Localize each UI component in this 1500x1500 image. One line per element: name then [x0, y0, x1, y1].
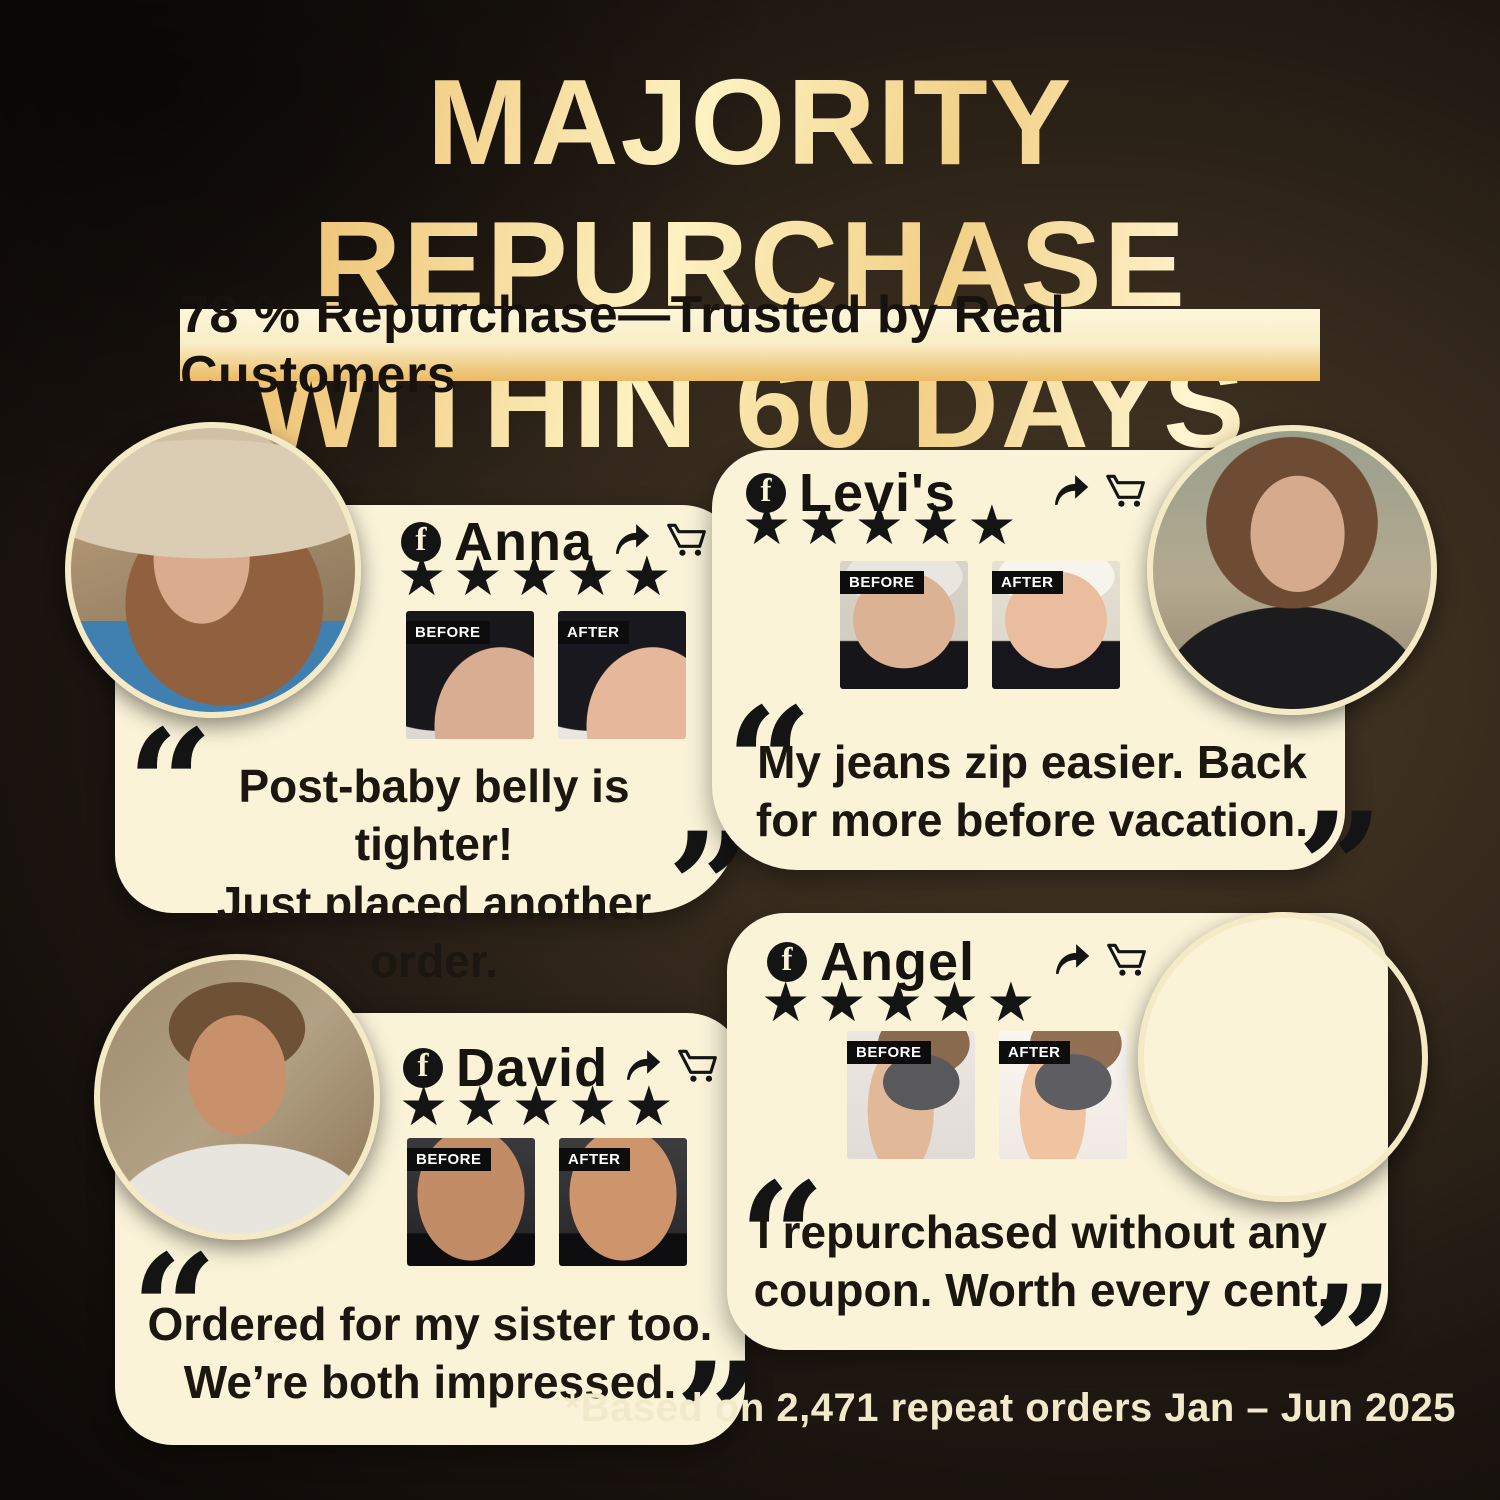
after-label: AFTER [558, 621, 629, 644]
testimonial-card-anna: f Anna ★★★★★ BEFORE AFTER “ Post-baby be… [115, 505, 753, 987]
after-label: AFTER [992, 571, 1063, 594]
after-photo: AFTER [558, 611, 686, 739]
testimonial-quote: My jeans zip easier. Back for more befor… [742, 733, 1322, 850]
avatar-levis [1147, 425, 1437, 715]
open-quote-mark: “ [131, 1222, 218, 1398]
quote-line-2: for more before vacation. [755, 794, 1309, 847]
quote-line-2: We’re both impressed. [183, 1356, 677, 1409]
after-label: AFTER [999, 1041, 1070, 1064]
footnote: *Based on 2,471 repeat orders Jan – Jun … [564, 1386, 1456, 1430]
reviewer-header: f Anna [401, 511, 593, 573]
close-quote-mark: ” [675, 1330, 762, 1500]
star-rating: ★★★★★ [742, 493, 1024, 557]
before-after-row: BEFORE AFTER [840, 561, 1120, 689]
facebook-icon: f [746, 473, 786, 513]
page-title: MAJORITY REPURCHASE WITHIN 60 DAYS [0, 52, 1500, 477]
cart-icon[interactable] [1106, 939, 1148, 979]
facebook-icon: f [403, 1048, 443, 1088]
facebook-letter: f [760, 472, 772, 509]
close-quote-mark: ” [1307, 1253, 1394, 1429]
before-photo: BEFORE [407, 1138, 535, 1266]
facebook-letter: f [415, 521, 427, 558]
testimonial-quote: I repurchased without any coupon. Worth … [742, 1203, 1342, 1320]
card-actions [620, 1045, 719, 1085]
card-actions [1049, 939, 1148, 979]
avatar-angel [1138, 912, 1428, 1202]
reviewer-name: Angel [820, 932, 976, 992]
quote-line-1: Post-baby belly is tighter! [238, 760, 630, 871]
before-label: BEFORE [406, 621, 490, 644]
card-actions [609, 519, 708, 559]
testimonial-quote: Post-baby belly is tighter! Just placed … [153, 757, 715, 991]
testimonial-quote: Ordered for my sister too. We’re both im… [145, 1295, 715, 1412]
repurchase-banner: 78 % Repurchase—Trusted by Real Customer… [180, 286, 1320, 404]
quote-line-2: coupon. Worth every cent. [753, 1264, 1331, 1317]
after-photo: AFTER [559, 1138, 687, 1266]
reviewer-name: David [456, 1038, 609, 1098]
after-photo: AFTER [992, 561, 1120, 689]
open-quote-mark: “ [127, 697, 214, 873]
facebook-icon: f [767, 942, 807, 982]
share-icon[interactable] [620, 1046, 662, 1084]
before-photo: BEFORE [847, 1031, 975, 1159]
facebook-icon: f [401, 522, 441, 562]
before-label: BEFORE [840, 571, 924, 594]
before-after-row: BEFORE AFTER [407, 1138, 687, 1266]
facebook-letter: f [417, 1047, 429, 1084]
share-icon[interactable] [609, 520, 651, 558]
star-rating: ★★★★★ [397, 544, 679, 608]
avatar-david [94, 954, 380, 1240]
before-after-row: BEFORE AFTER [406, 611, 686, 739]
cart-icon[interactable] [666, 519, 708, 559]
star-rating: ★★★★★ [399, 1074, 681, 1138]
avatar-anna [65, 422, 361, 718]
before-photo: BEFORE [840, 561, 968, 689]
before-label: BEFORE [407, 1148, 491, 1171]
reviewer-header: f Angel [767, 931, 975, 993]
reviewer-header: f David [403, 1037, 608, 1099]
banner-text: 78 % Repurchase—Trusted by Real Customer… [180, 286, 1066, 404]
facebook-letter: f [781, 941, 793, 978]
quote-line-2: Just placed another order. [216, 876, 652, 988]
quote-line-1: My jeans zip easier. Back [757, 736, 1307, 788]
open-quote-mark: “ [726, 675, 813, 851]
cart-icon[interactable] [677, 1045, 719, 1085]
star-rating: ★★★★★ [761, 970, 1043, 1034]
quote-line-1: I repurchased without any [757, 1206, 1327, 1258]
quote-line-1: Ordered for my sister too. [147, 1298, 713, 1350]
reviewer-name: Levi's [799, 463, 956, 523]
before-photo: BEFORE [406, 611, 534, 739]
card-actions [1048, 470, 1147, 510]
before-after-row: BEFORE AFTER [847, 1031, 1127, 1159]
open-quote-mark: “ [739, 1150, 826, 1326]
share-icon[interactable] [1049, 940, 1091, 978]
before-label: BEFORE [847, 1041, 931, 1064]
reviewer-header: f Levi's [746, 462, 956, 524]
after-photo: AFTER [999, 1031, 1127, 1159]
share-icon[interactable] [1048, 471, 1090, 509]
after-label: AFTER [559, 1148, 630, 1171]
cart-icon[interactable] [1105, 470, 1147, 510]
reviewer-name: Anna [454, 512, 593, 572]
